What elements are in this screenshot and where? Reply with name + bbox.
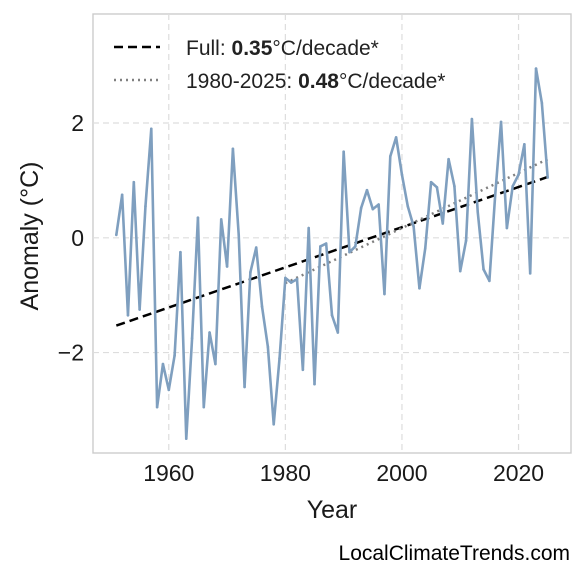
anomaly-point <box>423 246 427 250</box>
legend-recent-text: 1980-2025: 0.48°C/decade* <box>186 70 445 93</box>
legend-recent-rate: 0.48 <box>298 70 339 93</box>
anomaly-point <box>534 67 538 70</box>
anomaly-point <box>307 226 310 230</box>
anomaly-point <box>295 277 299 281</box>
anomaly-point <box>388 155 392 158</box>
anomaly-point <box>336 331 340 334</box>
anomaly-point <box>330 313 334 317</box>
anomaly-point <box>167 388 171 392</box>
anomaly-point <box>144 204 147 208</box>
anomaly-point <box>219 218 223 221</box>
legend-recent-label: 1980-2025: <box>186 70 298 93</box>
anomaly-point <box>260 305 264 308</box>
anomaly-point <box>190 336 194 340</box>
x-tick-label: 1980 <box>260 460 311 486</box>
anomaly-point <box>149 127 153 131</box>
anomaly-point <box>429 180 433 184</box>
anomaly-point <box>319 245 322 248</box>
anomaly-point <box>173 354 176 357</box>
anomaly-point <box>412 225 415 228</box>
anomaly-point <box>377 203 380 206</box>
anomaly-point <box>511 184 515 188</box>
legend-full-text: Full: 0.35°C/decade* <box>186 37 379 60</box>
footer-source: LocalClimateTrends.com <box>339 542 570 565</box>
anomaly-point <box>546 176 549 179</box>
anomaly-point <box>523 142 526 146</box>
anomaly-point <box>505 226 509 230</box>
legend-recent-unit: °C/decade* <box>339 70 445 93</box>
y-tick-label: 0 <box>71 225 84 251</box>
x-axis-title: Year <box>307 496 358 524</box>
anomaly-point <box>254 246 258 249</box>
anomaly-point <box>517 173 520 176</box>
anomaly-point <box>237 233 241 237</box>
anomaly-point <box>225 265 229 268</box>
anomaly-point <box>453 184 456 188</box>
anomaly-point <box>482 268 485 271</box>
anomaly-point <box>488 279 491 283</box>
legend-full-label: Full: <box>186 37 232 60</box>
anomaly-point <box>120 193 124 197</box>
anomaly-point <box>126 313 130 317</box>
anomaly-point <box>458 269 462 273</box>
anomaly-point <box>278 357 281 360</box>
anomaly-point <box>342 150 345 154</box>
anomaly-point <box>179 250 182 254</box>
x-tick-label: 2000 <box>376 460 427 486</box>
anomaly-point <box>324 242 328 245</box>
anomaly-point <box>249 270 252 274</box>
anomaly-point <box>196 216 200 220</box>
anomaly-point <box>243 385 246 389</box>
anomaly-point <box>540 101 544 105</box>
anomaly-point <box>214 362 217 366</box>
anomaly-point <box>208 331 211 334</box>
legend-full-rate: 0.35 <box>232 37 273 60</box>
anomaly-point <box>383 292 386 296</box>
anomaly-point <box>493 193 497 197</box>
anomaly-point <box>447 157 450 161</box>
anomaly-point <box>348 250 351 254</box>
anomaly-point <box>155 405 159 409</box>
legend: Full: 0.35°C/decade* 1980-2025: 0.48°C/d… <box>114 37 445 93</box>
anomaly-point <box>231 147 235 151</box>
y-tick-label: 2 <box>71 110 84 136</box>
x-axis-ticks: 1960 1980 2000 2020 <box>143 460 544 486</box>
anomaly-point <box>394 136 398 139</box>
anomaly-point <box>470 117 474 121</box>
legend-full-unit: °C/decade* <box>272 37 378 60</box>
anomaly-point <box>359 206 363 210</box>
x-tick-label: 2020 <box>493 460 544 486</box>
anomaly-point <box>371 207 375 211</box>
anomaly-point <box>528 272 532 275</box>
anomaly-point <box>441 222 445 225</box>
anomaly-point <box>284 276 287 280</box>
anomaly-point <box>354 245 357 248</box>
anomaly-point <box>161 362 165 366</box>
anomaly-point <box>184 437 188 440</box>
anomaly-point <box>115 233 118 237</box>
x-tick-label: 1960 <box>143 460 194 486</box>
anomaly-point <box>499 120 503 124</box>
anomaly-point <box>476 210 480 214</box>
y-axis-ticks: −2 0 2 <box>58 110 84 366</box>
anomaly-point <box>365 188 369 192</box>
anomaly-point <box>272 423 276 426</box>
anomaly-point <box>132 180 136 184</box>
anomaly-series <box>115 67 549 440</box>
anomaly-point <box>301 368 305 372</box>
anomaly-point <box>202 405 206 409</box>
anomaly-point <box>406 204 410 208</box>
y-axis-title: Anomaly (°C) <box>16 162 44 311</box>
anomaly-point <box>266 345 270 349</box>
anomaly-point <box>400 173 404 176</box>
anomaly-point <box>435 186 439 189</box>
anomaly-point <box>464 239 468 242</box>
grid <box>93 14 571 453</box>
anomaly-point <box>138 308 141 311</box>
y-tick-label: −2 <box>58 340 84 366</box>
anomaly-point <box>289 281 293 284</box>
anomaly-point <box>313 382 316 386</box>
anomaly-point <box>418 287 421 290</box>
